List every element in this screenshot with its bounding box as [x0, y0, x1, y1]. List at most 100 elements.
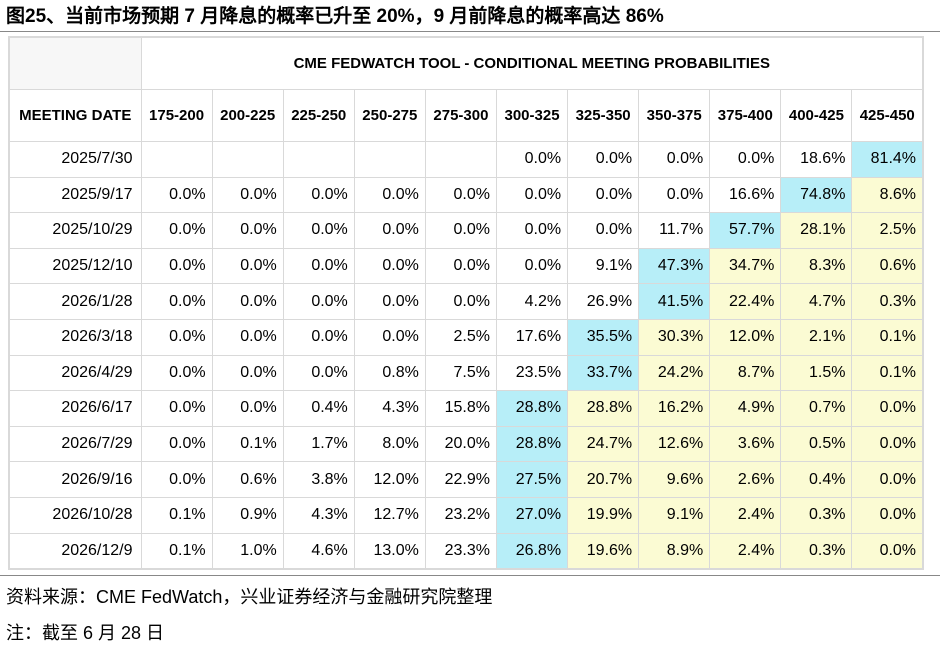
probability-cell: 0.5% [780, 425, 853, 463]
probability-cell: 19.6% [567, 532, 640, 570]
probability-cell: 0.4% [780, 461, 853, 498]
probability-cell: 1.7% [282, 425, 355, 463]
probability-cell: 0.0% [282, 354, 355, 392]
probability-cell: 41.5% [638, 283, 711, 320]
probability-cell: 0.4% [282, 390, 355, 427]
probability-cell: 0.8% [353, 354, 426, 392]
probability-cell: 0.1% [211, 425, 284, 463]
probability-cell [282, 141, 355, 178]
probability-cell: 0.3% [780, 496, 853, 534]
probability-cell: 12.7% [353, 496, 426, 534]
caption-row: CME FEDWATCH TOOL - CONDITIONAL MEETING … [8, 36, 924, 90]
probability-cell: 11.7% [638, 212, 711, 249]
probability-cell: 15.8% [424, 390, 497, 427]
probability-cell: 28.8% [495, 390, 569, 427]
probability-cell: 2.6% [709, 461, 782, 498]
probability-cell: 0.0% [567, 141, 640, 178]
probability-cell: 0.9% [211, 496, 284, 534]
probability-cell: 9.1% [638, 496, 711, 534]
probability-cell: 0.0% [282, 176, 355, 214]
meeting-date: 2026/1/28 [8, 283, 142, 320]
probability-cell: 0.0% [211, 283, 284, 320]
probability-cell: 0.0% [282, 283, 355, 320]
data-row: 2025/10/29 0.0% 0.0% 0.0% 0.0% 0.0% 0.0% 0.0% 11… [8, 212, 924, 249]
probability-cell: 0.0% [495, 176, 569, 214]
probability-cell: 0.0% [495, 247, 569, 285]
probability-cell: 0.1% [140, 496, 213, 534]
probability-cell: 0.0% [282, 318, 355, 356]
probability-cell: 33.7% [567, 354, 640, 392]
probability-cell: 0.6% [211, 461, 284, 498]
probability-cell: 4.2% [495, 283, 569, 320]
probability-cell: 2.4% [709, 496, 782, 534]
probability-cell: 19.9% [567, 496, 640, 534]
probability-cell: 23.3% [424, 532, 497, 570]
column-header: 300-325 [495, 89, 569, 142]
header-row: MEETING DATE 175-200 200-225 225-250 250-275… [8, 89, 924, 142]
probability-cell: 0.0% [140, 354, 213, 392]
meeting-date: 2026/3/18 [8, 318, 142, 356]
data-row: 2025/9/17 0.0% 0.0% 0.0% 0.0% 0.0% 0.0% 0.0% 0.0… [8, 176, 924, 214]
probability-cell: 57.7% [709, 212, 782, 249]
probability-cell: 0.0% [211, 176, 284, 214]
probability-cell: 8.9% [638, 532, 711, 570]
probability-cell: 0.0% [851, 532, 924, 570]
meeting-date: 2025/7/30 [8, 141, 142, 178]
probability-cell: 8.6% [851, 176, 924, 214]
meeting-date: 2026/12/9 [8, 532, 142, 570]
probability-cell: 0.0% [282, 247, 355, 285]
probability-cell: 27.0% [495, 496, 569, 534]
probability-cell: 0.0% [851, 390, 924, 427]
column-header: 400-425 [780, 89, 853, 142]
probability-cell: 30.3% [638, 318, 711, 356]
probability-cell: 12.0% [353, 461, 426, 498]
probability-cell: 0.1% [851, 318, 924, 356]
probability-cell: 0.0% [851, 496, 924, 534]
column-header: 425-450 [851, 89, 924, 142]
probability-cell: 0.6% [851, 247, 924, 285]
probability-cell [424, 141, 497, 178]
probability-cell: 0.0% [211, 354, 284, 392]
probability-cell: 22.4% [709, 283, 782, 320]
probability-cell: 0.0% [140, 461, 213, 498]
meeting-date: 2026/9/16 [8, 461, 142, 498]
probability-cell: 81.4% [851, 141, 924, 178]
probability-cell: 12.0% [709, 318, 782, 356]
probability-cell: 0.0% [211, 247, 284, 285]
probability-cell: 12.6% [638, 425, 711, 463]
probability-cell: 28.8% [495, 425, 569, 463]
column-header: 175-200 [140, 89, 213, 142]
column-header: 275-300 [424, 89, 497, 142]
probability-cell: 3.8% [282, 461, 355, 498]
probability-cell: 22.9% [424, 461, 497, 498]
probability-cell: 0.0% [353, 247, 426, 285]
probability-cell: 0.0% [709, 141, 782, 178]
table-caption: CME FEDWATCH TOOL - CONDITIONAL MEETING … [140, 36, 924, 90]
probability-cell [140, 141, 213, 178]
probability-cell: 0.0% [140, 390, 213, 427]
probability-cell: 13.0% [353, 532, 426, 570]
probability-cell: 1.0% [211, 532, 284, 570]
meeting-date: 2025/12/10 [8, 247, 142, 285]
probability-cell: 3.6% [709, 425, 782, 463]
probability-cell: 74.8% [780, 176, 853, 214]
probability-cell: 4.3% [282, 496, 355, 534]
probability-cell: 23.2% [424, 496, 497, 534]
probability-cell: 26.8% [495, 532, 569, 570]
probability-cell: 0.0% [140, 425, 213, 463]
column-header: 375-400 [709, 89, 782, 142]
meeting-date: 2026/4/29 [8, 354, 142, 392]
probability-cell: 0.1% [851, 354, 924, 392]
rule [0, 575, 940, 576]
probability-cell: 47.3% [638, 247, 711, 285]
probability-cell: 0.0% [282, 212, 355, 249]
meeting-date: 2025/10/29 [8, 212, 142, 249]
probability-cell: 9.1% [567, 247, 640, 285]
probability-cell: 23.5% [495, 354, 569, 392]
probability-cell: 0.0% [211, 212, 284, 249]
source-note: 资料来源：CME FedWatch，兴业证券经济与金融研究院整理 [6, 587, 493, 607]
data-row: 2026/9/16 0.0% 0.6% 3.8% 12.0% 22.9% 27.5% 20.7… [8, 461, 924, 498]
probability-cell: 0.0% [211, 318, 284, 356]
column-header: 250-275 [353, 89, 426, 142]
